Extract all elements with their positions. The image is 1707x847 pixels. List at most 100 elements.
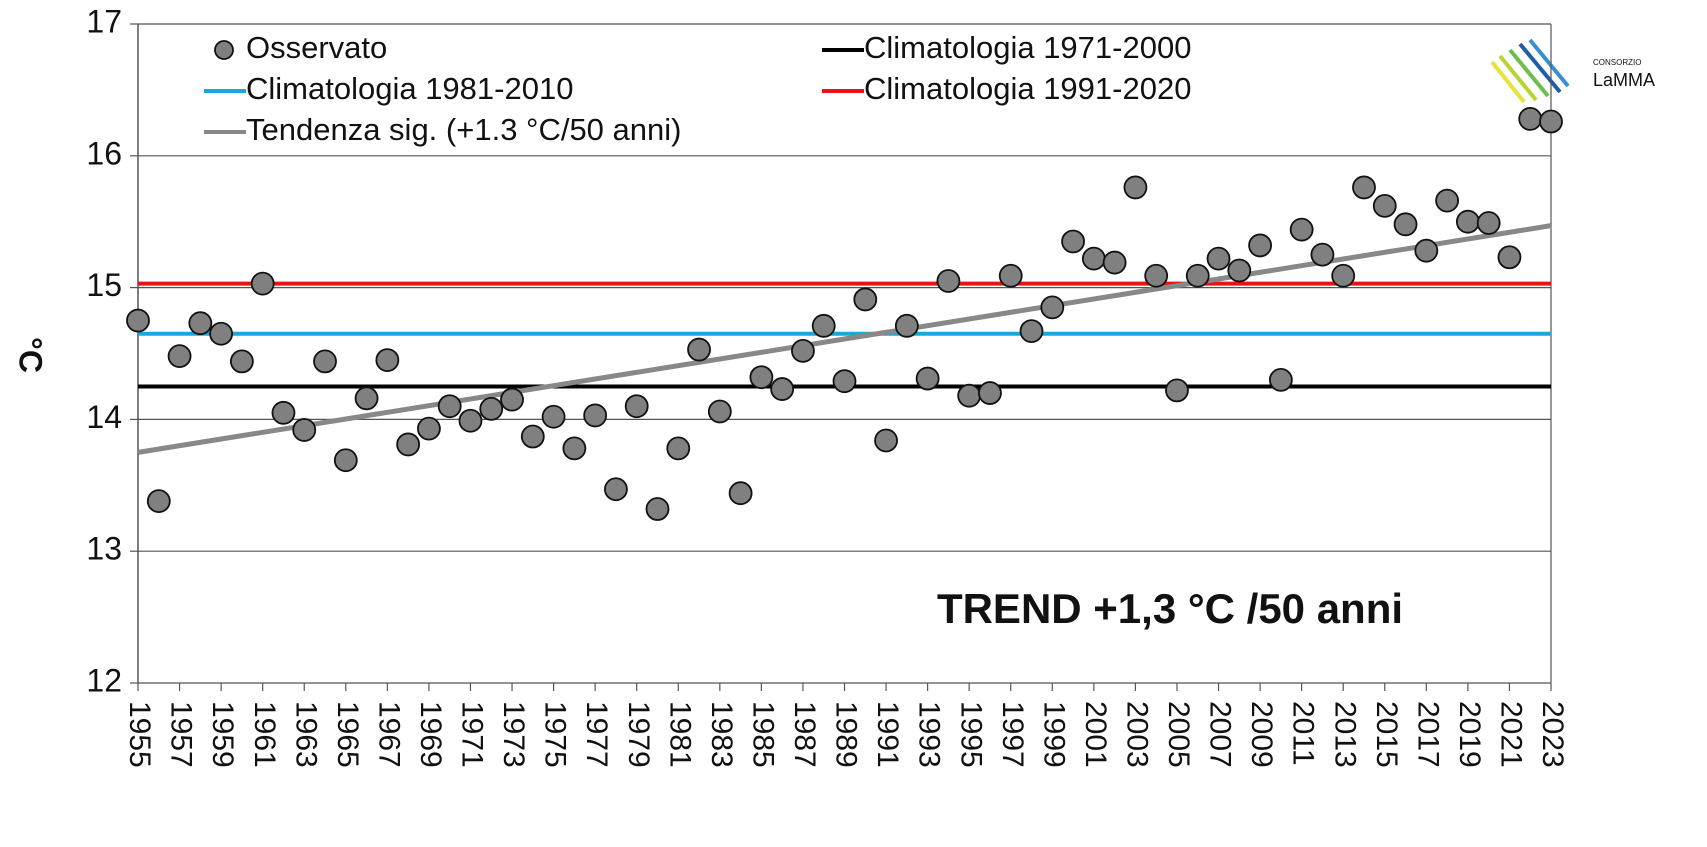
data-point (1206, 246, 1231, 271)
data-point (1289, 217, 1314, 242)
x-tick-label: 1955 (123, 701, 156, 768)
x-tick-label: 2017 (1411, 701, 1444, 768)
x-tick-label: 1969 (414, 701, 447, 768)
data-point (1539, 109, 1563, 134)
y-tick-label: 13 (86, 531, 122, 567)
logo-small: CONSORZIO (1593, 58, 1641, 67)
logo-stripes (1490, 38, 1570, 104)
x-tick-label: 1979 (622, 701, 655, 768)
data-point (978, 381, 1002, 405)
data-point (1019, 319, 1044, 343)
x-tick-label: 2015 (1370, 701, 1403, 768)
legend-label: Climatologia 1991-2020 (864, 71, 1191, 106)
data-point (354, 386, 379, 411)
data-point (229, 349, 254, 374)
x-tick-label: 1963 (289, 701, 322, 768)
data-point (437, 394, 462, 419)
x-tick-label: 2021 (1495, 701, 1528, 768)
data-point (1518, 106, 1543, 131)
x-tick-label: 1999 (1037, 701, 1070, 768)
data-point (832, 369, 857, 394)
x-tick-label: 1993 (913, 701, 946, 768)
legend-label: Osservato (246, 30, 387, 65)
data-point (915, 366, 940, 391)
data-point (687, 337, 711, 362)
data-point (1393, 212, 1418, 237)
data-point (250, 271, 275, 296)
x-tick-label: 2003 (1120, 701, 1153, 768)
legend-label: Climatologia 1981-2010 (246, 71, 573, 106)
x-tick-label: 1991 (871, 701, 904, 768)
data-point (1165, 378, 1189, 403)
data-point (1455, 209, 1480, 234)
data-point (126, 308, 150, 333)
x-tick-label: 1977 (580, 701, 613, 768)
data-point (188, 311, 213, 336)
y-tick-label: 16 (86, 135, 122, 171)
data-point (604, 477, 628, 502)
data-point (1331, 263, 1356, 288)
x-tick-label: 2011 (1287, 701, 1320, 766)
x-tick-label: 2005 (1162, 701, 1195, 768)
data-point (146, 489, 171, 514)
data-point (167, 344, 192, 369)
data-point (375, 348, 400, 372)
data-point (562, 436, 587, 461)
x-tick-label: 2023 (1536, 701, 1569, 768)
y-tick-label: 12 (86, 662, 122, 698)
x-tick-label: 1997 (996, 701, 1029, 768)
data-point (749, 365, 774, 390)
data-point (520, 424, 545, 449)
y-axis-label: °C (13, 337, 49, 373)
x-tick-label: 1957 (165, 701, 198, 768)
data-point (500, 387, 524, 412)
data-point (1102, 250, 1127, 275)
x-tick-label: 1983 (705, 701, 738, 768)
x-tick-label: 2007 (1204, 701, 1237, 768)
logo: CONSORZIO LaMMA (1490, 38, 1655, 104)
x-tick-label: 2009 (1245, 701, 1278, 768)
data-point (292, 418, 317, 442)
x-tick-label: 2019 (1453, 701, 1486, 768)
data-point (1268, 367, 1293, 392)
data-point (1352, 175, 1376, 200)
x-tick-label: 1987 (788, 701, 821, 768)
data-point (624, 394, 649, 419)
data-point (1372, 193, 1397, 218)
x-tick-label: 1967 (372, 701, 405, 768)
data-point (1061, 229, 1085, 254)
data-point (1476, 211, 1501, 235)
x-tick-label: 1985 (746, 701, 779, 768)
data-point (811, 313, 836, 338)
data-point (645, 497, 670, 521)
data-point (998, 263, 1023, 288)
data-point (1123, 175, 1148, 200)
data-point (874, 428, 898, 453)
data-point (458, 408, 483, 433)
data-point (417, 416, 441, 441)
data-point (894, 313, 919, 338)
legend-symbol (214, 40, 234, 60)
data-point (271, 400, 296, 425)
data-point (728, 481, 753, 506)
x-tick-label: 1995 (954, 701, 987, 768)
data-point (313, 349, 337, 374)
data-point (957, 383, 982, 408)
data-point (333, 448, 358, 473)
data-point (1040, 295, 1065, 320)
legend-label: Climatologia 1971-2000 (864, 30, 1191, 65)
data-point (853, 287, 878, 312)
data-point (1310, 242, 1335, 267)
x-tick-label: 1961 (248, 701, 281, 768)
x-tick-label: 1965 (331, 701, 364, 768)
x-tick-label: 1989 (830, 701, 863, 768)
series-line (137, 223, 1552, 455)
data-point (707, 399, 732, 424)
x-tick-label: 1981 (663, 701, 696, 768)
y-tick-label: 14 (86, 399, 122, 435)
y-tick-label: 17 (86, 3, 122, 39)
data-point (936, 269, 961, 293)
x-tick-label: 1959 (206, 701, 239, 768)
data-point (541, 404, 566, 429)
